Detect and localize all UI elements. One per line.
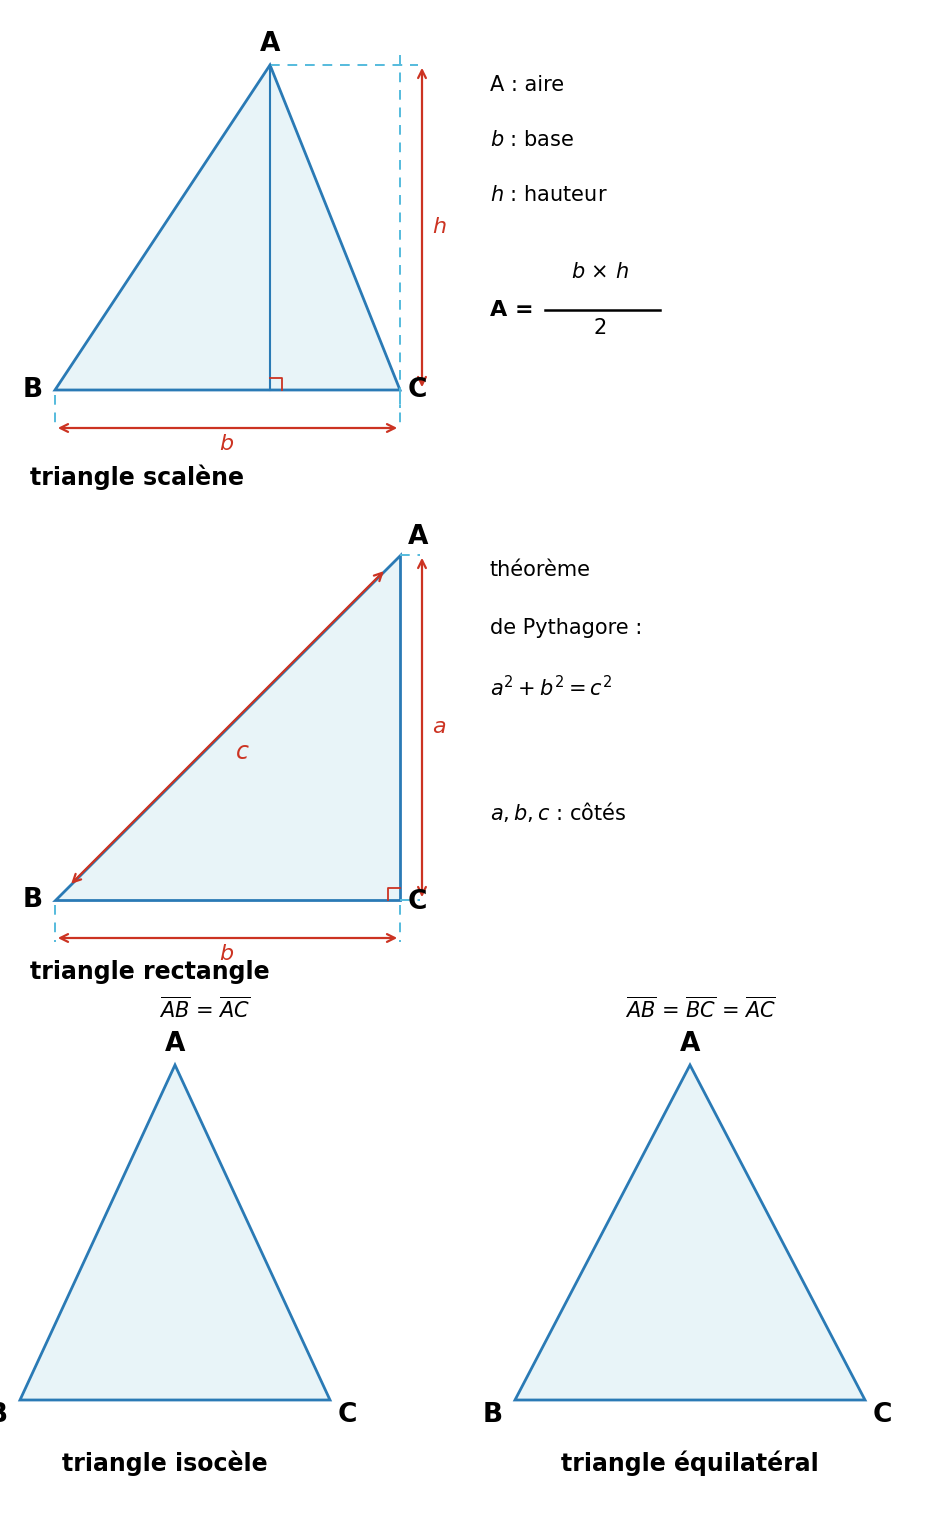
Text: A: A	[408, 524, 428, 550]
Text: $b$: $b$	[220, 945, 235, 965]
Text: C: C	[338, 1402, 358, 1428]
Text: $b$ × $h$: $b$ × $h$	[571, 263, 629, 283]
Text: C: C	[408, 376, 427, 402]
Text: B: B	[23, 376, 43, 402]
Text: A: A	[679, 1031, 700, 1057]
Text: B: B	[0, 1402, 8, 1428]
Text: triangle isocèle: triangle isocèle	[62, 1450, 268, 1476]
Text: $h$: $h$	[432, 217, 447, 237]
Polygon shape	[515, 1064, 865, 1399]
Text: C: C	[408, 889, 427, 915]
Text: B: B	[23, 886, 43, 912]
Polygon shape	[55, 65, 400, 390]
Text: $\overline{AB}$ = $\overline{BC}$ = $\overline{AC}$: $\overline{AB}$ = $\overline{BC}$ = $\ov…	[625, 997, 776, 1021]
Text: triangle rectangle: triangle rectangle	[30, 960, 270, 985]
Text: A =: A =	[490, 300, 534, 319]
Text: B: B	[483, 1402, 503, 1428]
Text: $\overline{AB}$ = $\overline{AC}$: $\overline{AB}$ = $\overline{AC}$	[159, 997, 250, 1021]
Polygon shape	[55, 554, 400, 900]
Text: $c$: $c$	[235, 740, 249, 765]
Text: A: A	[260, 31, 280, 57]
Text: $a^2 + b^2 = c^2$: $a^2 + b^2 = c^2$	[490, 674, 612, 700]
Text: A: A	[165, 1031, 185, 1057]
Text: C: C	[873, 1402, 893, 1428]
Text: théorème: théorème	[490, 561, 591, 581]
Polygon shape	[20, 1064, 330, 1399]
Text: $h$ : hauteur: $h$ : hauteur	[490, 184, 607, 204]
Text: de Pythagore :: de Pythagore :	[490, 617, 642, 637]
Text: A : aire: A : aire	[490, 75, 565, 95]
Text: triangle scalène: triangle scalène	[30, 465, 244, 490]
Text: $b$ : base: $b$ : base	[490, 131, 574, 151]
Text: $b$: $b$	[220, 435, 235, 455]
Text: $a, b, c$ : côtés: $a, b, c$ : côtés	[490, 800, 627, 823]
Text: triangle équilatéral: triangle équilatéral	[561, 1450, 819, 1476]
Text: $a$: $a$	[432, 717, 446, 737]
Text: 2: 2	[593, 318, 606, 338]
